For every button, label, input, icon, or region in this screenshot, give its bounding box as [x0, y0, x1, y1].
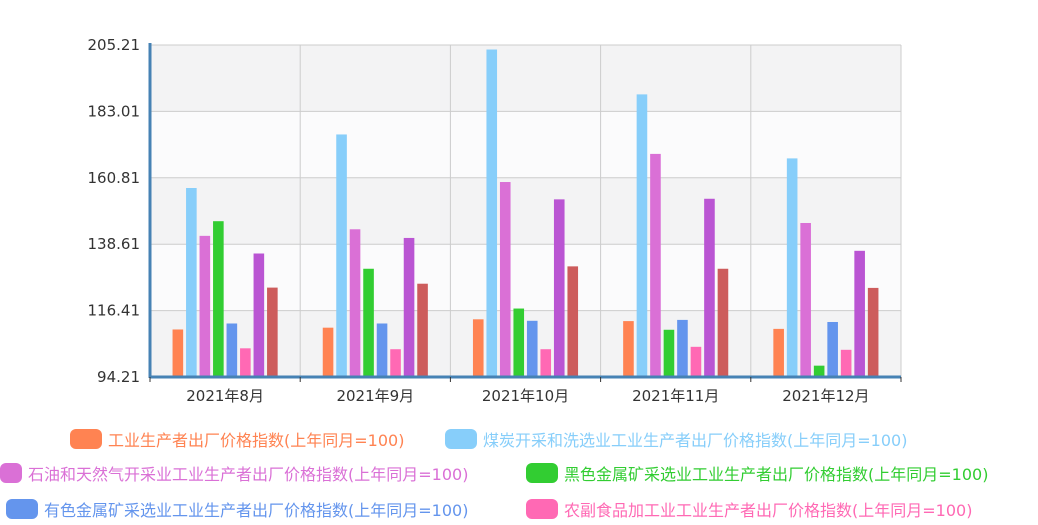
x-tick-label: 2021年9月	[336, 387, 414, 405]
legend-swatch	[445, 429, 477, 449]
legend-item-oil-gas-ppi[interactable]: 石油和天然气开采业工业生产者出厂价格指数(上年同月=100)	[0, 462, 468, 484]
bar[interactable]	[186, 187, 197, 377]
bar[interactable]	[213, 221, 224, 377]
bar[interactable]	[499, 182, 511, 377]
bar[interactable]	[240, 348, 251, 377]
legend-item-coal-ppi[interactable]: 煤炭开采和洗选业工业生产者出厂价格指数(上年同月=100)	[445, 428, 907, 450]
bar[interactable]	[226, 323, 238, 377]
legend-swatch	[526, 499, 558, 519]
legend-item-agri-food-ppi[interactable]: 农副食品加工业工业生产者出厂价格指数(上年同月=100)	[526, 498, 972, 520]
plot-band	[150, 111, 901, 178]
plot-band	[150, 177, 901, 245]
bar[interactable]	[403, 237, 415, 377]
bar[interactable]	[513, 308, 525, 377]
bar[interactable]	[636, 94, 648, 378]
bar[interactable]	[773, 328, 784, 377]
bar-chart: 94.21 116.41 138.61 160.81 183.01 205.21 2021…	[88, 36, 902, 405]
bar[interactable]	[623, 321, 634, 377]
bar[interactable]	[390, 349, 401, 377]
bar[interactable]	[253, 253, 265, 377]
bar[interactable]	[540, 349, 552, 377]
plot-band	[150, 45, 901, 112]
bar[interactable]	[690, 346, 702, 377]
bar[interactable]	[486, 49, 498, 378]
bar[interactable]	[336, 134, 347, 377]
bar-marks	[172, 49, 879, 378]
legend-swatch	[526, 463, 558, 483]
x-tick-label: 2021年10月	[482, 387, 569, 405]
bar[interactable]	[199, 235, 211, 377]
legend-label: 黑色金属矿采选业工业生产者出厂价格指数(上年同月=100)	[564, 465, 989, 484]
legend-item-ferrous-mining-ppi[interactable]: 黑色金属矿采选业工业生产者出厂价格指数(上年同月=100)	[526, 462, 988, 484]
plot-background-bands	[150, 45, 901, 377]
bar[interactable]	[267, 287, 278, 377]
bar[interactable]	[526, 320, 538, 377]
legend-label: 煤炭开采和洗选业工业生产者出厂价格指数(上年同月=100)	[483, 431, 908, 450]
legend-label: 农副食品加工业工业生产者出厂价格指数(上年同月=100)	[564, 501, 973, 520]
legend: 工业生产者出厂价格指数(上年同月=100) 煤炭开采和洗选业工业生产者出厂价格指…	[0, 424, 1038, 525]
x-tick-label: 2021年12月	[782, 387, 869, 405]
y-tick-label: 160.81	[88, 169, 141, 187]
bar[interactable]	[363, 268, 374, 377]
y-tick-label: 205.21	[88, 36, 141, 54]
y-tick-label: 183.01	[88, 102, 141, 120]
bar[interactable]	[663, 329, 675, 377]
bar[interactable]	[813, 365, 825, 377]
grid-lines	[150, 44, 902, 378]
bar[interactable]	[349, 229, 361, 377]
y-tick-label: 116.41	[88, 302, 141, 320]
legend-label: 工业生产者出厂价格指数(上年同月=100)	[108, 431, 405, 450]
legend-swatch	[6, 499, 38, 519]
y-tick-label: 138.61	[88, 235, 141, 253]
legend-swatch	[70, 429, 102, 449]
bar[interactable]	[854, 250, 865, 377]
bar[interactable]	[867, 287, 879, 377]
x-tick-label: 2021年8月	[186, 387, 264, 405]
legend-label: 石油和天然气开采业工业生产者出厂价格指数(上年同月=100)	[28, 465, 469, 484]
bar[interactable]	[677, 319, 688, 377]
bar[interactable]	[322, 327, 334, 377]
bar[interactable]	[376, 323, 388, 377]
axes	[148, 43, 902, 382]
bar[interactable]	[840, 349, 852, 377]
bar[interactable]	[704, 198, 715, 377]
y-tick-label: 94.21	[97, 368, 140, 386]
bar[interactable]	[417, 283, 428, 377]
bar[interactable]	[567, 266, 579, 377]
legend-item-industrial-ppi[interactable]: 工业生产者出厂价格指数(上年同月=100)	[70, 428, 404, 450]
bar[interactable]	[827, 321, 838, 377]
bar[interactable]	[717, 268, 729, 377]
bar[interactable]	[553, 199, 565, 377]
x-tick-label: 2021年11月	[632, 387, 719, 405]
legend-item-nonferrous-mining-ppi[interactable]: 有色金属矿采选业工业生产者出厂价格指数(上年同月=100)	[6, 498, 468, 520]
bar[interactable]	[472, 319, 484, 377]
legend-label: 有色金属矿采选业工业生产者出厂价格指数(上年同月=100)	[44, 501, 469, 520]
bar[interactable]	[800, 222, 811, 377]
bar[interactable]	[786, 158, 798, 377]
bar[interactable]	[650, 153, 661, 377]
bar[interactable]	[172, 329, 184, 377]
legend-swatch	[0, 463, 22, 483]
x-axis-tick-labels: 2021年8月 2021年9月 2021年10月 2021年11月 2021年12月	[186, 387, 869, 405]
y-axis-tick-labels: 94.21 116.41 138.61 160.81 183.01 205.21	[88, 36, 141, 386]
